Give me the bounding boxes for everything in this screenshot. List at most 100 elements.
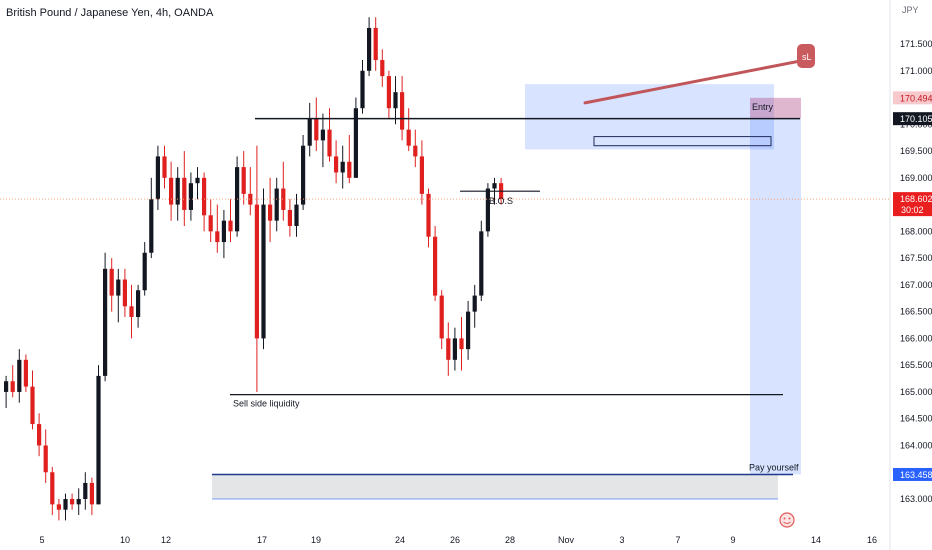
price-tag-bg [893, 467, 932, 481]
entry-risk-zone [750, 97, 801, 119]
candle [76, 488, 81, 516]
candles-group [4, 17, 504, 521]
candle-body [334, 156, 339, 173]
candle [320, 113, 325, 168]
candle-body [320, 129, 325, 141]
time-tick-label: 19 [311, 535, 321, 545]
candle-body [360, 70, 365, 109]
price-tag: 170.105 [893, 112, 932, 126]
currency-label: JPY [902, 5, 919, 15]
candle-body [17, 359, 22, 392]
candle-body [122, 279, 127, 307]
time-tick-label: 28 [505, 535, 515, 545]
candle [479, 220, 484, 301]
candle [4, 375, 9, 408]
candle [281, 161, 286, 221]
price-tag: 163.458 [893, 467, 932, 481]
candle [188, 172, 193, 221]
pay-yourself-label: Pay yourself [749, 462, 799, 472]
candle [83, 472, 88, 510]
candle-body [10, 381, 15, 392]
candle [23, 354, 28, 392]
sl-badge[interactable]: sL [797, 44, 815, 68]
price-tick-label: 167.500 [900, 253, 932, 263]
candle [56, 499, 61, 521]
candle [433, 226, 438, 301]
price-tick-label: 171.500 [900, 39, 932, 49]
candle-body [281, 188, 286, 210]
candle-body [228, 220, 233, 232]
candle [426, 188, 431, 248]
candle [334, 140, 339, 184]
candle [17, 349, 22, 403]
candle-body [479, 231, 484, 296]
bos-zone [525, 84, 774, 150]
price-tag-label: 168.602 [900, 194, 932, 204]
price-tag-bg [893, 192, 932, 217]
candle-body [129, 306, 134, 317]
candle [301, 135, 306, 210]
candle [122, 268, 127, 317]
candle [419, 140, 424, 205]
candle [373, 17, 378, 71]
candle-body [109, 268, 114, 296]
candle [254, 145, 259, 392]
stop-loss-arrow [583, 58, 807, 105]
price-tick-label: 164.500 [900, 414, 932, 424]
candle-body [327, 129, 332, 157]
candle [406, 108, 411, 152]
candle-body [261, 204, 266, 339]
candle [314, 97, 319, 152]
candle [10, 365, 15, 398]
candle-body [43, 445, 48, 473]
time-tick-label: 17 [257, 535, 267, 545]
candle-body [221, 220, 226, 243]
candle [96, 365, 101, 505]
price-tick-label: 166.000 [900, 333, 932, 343]
price-axis[interactable]: 163.000163.500164.000164.500165.000165.5… [900, 39, 932, 504]
time-tick-label: 5 [39, 535, 44, 545]
candle-body [393, 92, 398, 109]
order-block-box [593, 136, 772, 147]
candle [274, 177, 279, 232]
candle [439, 290, 444, 350]
time-axis[interactable]: 5 10 12 17 19 24 26 28 Nov 3 7 9 14 16 [39, 535, 877, 545]
candle-body [386, 76, 391, 109]
candle [142, 242, 147, 296]
candle-body [202, 177, 207, 216]
price-tick-label: 171.000 [900, 66, 932, 76]
candle [446, 322, 451, 376]
candle-body [169, 177, 174, 205]
candle-body [419, 156, 424, 194]
broker-logo-icon [779, 512, 795, 528]
candle-body [353, 108, 358, 178]
time-tick-label: 9 [730, 535, 735, 545]
chart-title: British Pound / Japanese Yen, 4h, OANDA [6, 7, 214, 19]
time-tick-label: 26 [450, 535, 460, 545]
candle [195, 167, 200, 200]
candle [155, 145, 160, 210]
candle-body [314, 118, 319, 141]
candle-body [373, 27, 378, 61]
candle-body [452, 338, 457, 360]
candle [162, 145, 167, 189]
candle [400, 76, 405, 141]
candle [208, 199, 213, 243]
candle-body [466, 311, 471, 350]
candle [459, 317, 464, 371]
candle-body [208, 215, 213, 232]
candle-body [83, 482, 88, 499]
candle [103, 252, 108, 382]
time-tick-label: Nov [558, 535, 575, 545]
candle-body [294, 204, 299, 226]
candle-body [215, 231, 220, 243]
candle-body [274, 188, 279, 221]
candle-body [380, 60, 385, 77]
candle [386, 70, 391, 119]
candle-body [4, 381, 9, 392]
candle [347, 135, 352, 184]
candle [136, 284, 141, 328]
candle [70, 493, 75, 510]
